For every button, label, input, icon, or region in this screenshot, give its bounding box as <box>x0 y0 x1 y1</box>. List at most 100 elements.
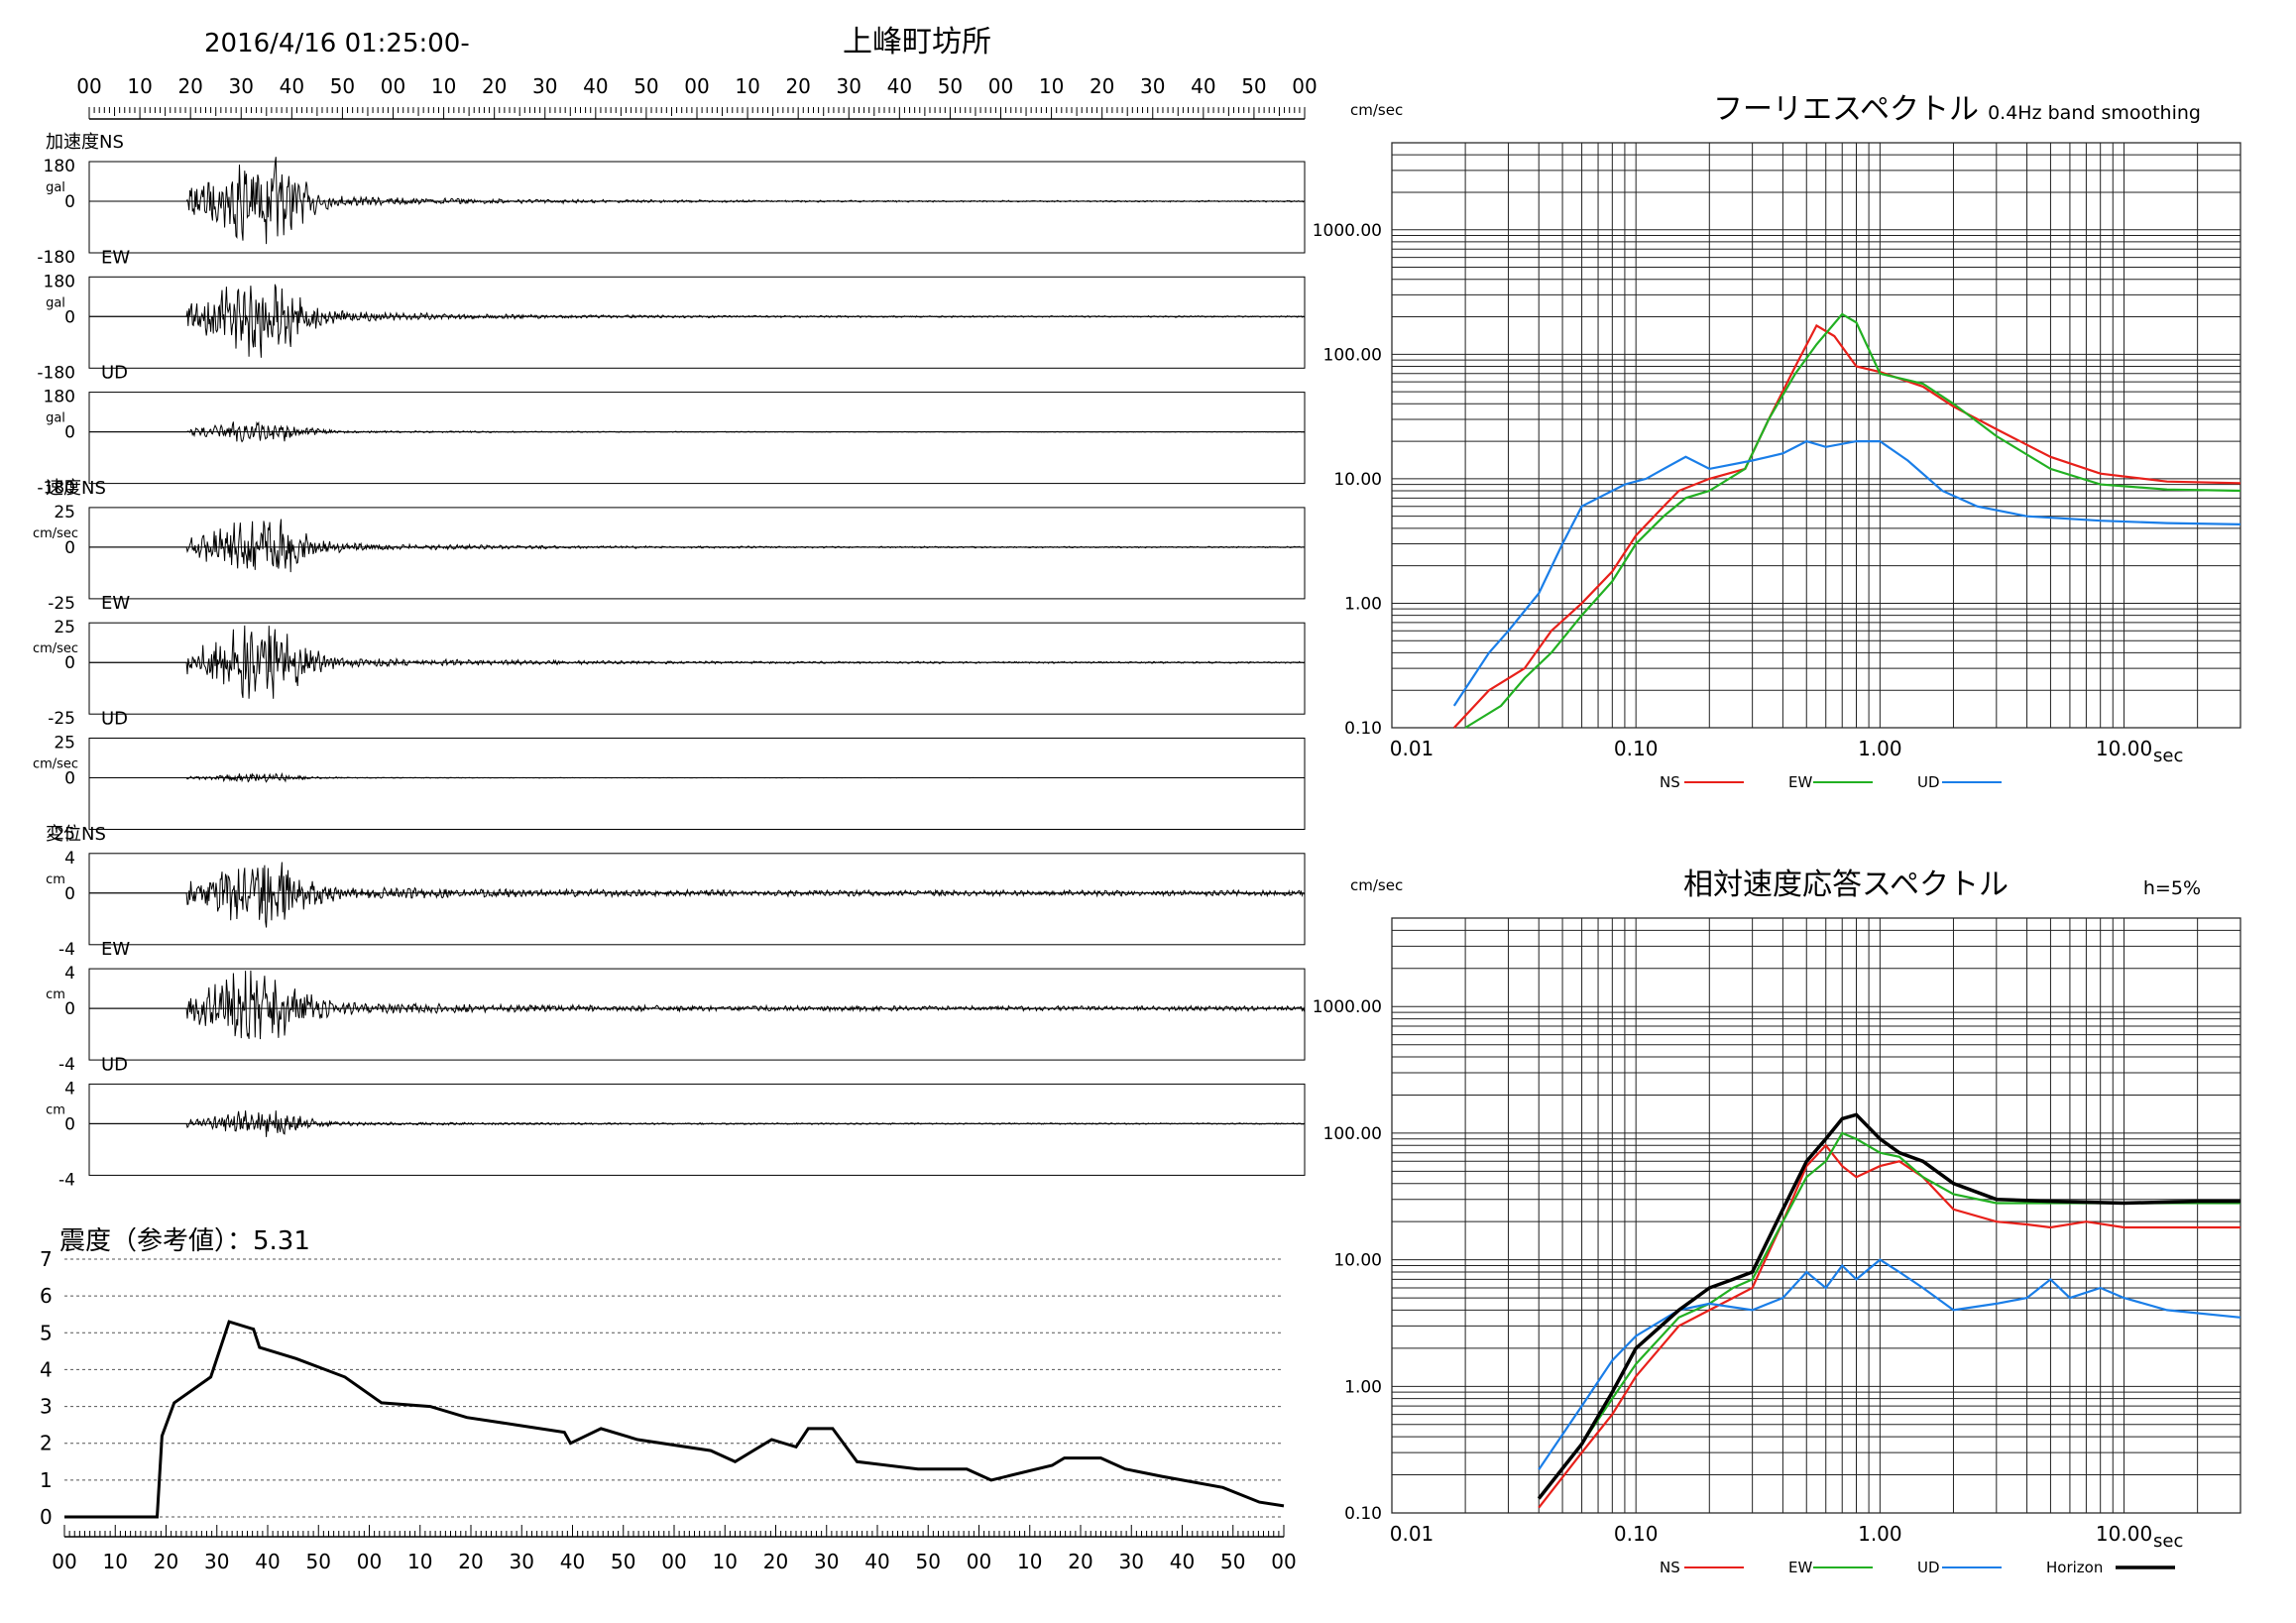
waveform-ymax: 4 <box>64 964 75 984</box>
spectrum-xtick: 10.00 <box>2096 737 2152 760</box>
waveform-ymax: 180 <box>44 157 75 176</box>
waveform-trace <box>89 862 1306 928</box>
waveform-group: 加速度 <box>46 132 99 153</box>
legend-label: EW <box>1788 773 1812 791</box>
intensity-ytick: 1 <box>40 1468 53 1492</box>
time-tick-label: 20 <box>482 74 507 98</box>
intensity-xtick: 50 <box>916 1550 941 1573</box>
spectrum-series-ud <box>1452 439 2241 707</box>
intensity-ytick: 6 <box>40 1284 53 1308</box>
fourier-spectrum-chart: フーリエスペクトル 0.4Hz band smoothing cm/sec sec 0.… <box>1313 92 2241 791</box>
waveform-frame <box>88 392 1306 485</box>
spectrum-subtitle: h=5% <box>2143 877 2201 899</box>
time-tick-label: 00 <box>76 74 101 98</box>
intensity-xtick: 40 <box>864 1550 889 1573</box>
intensity-xtick: 50 <box>1220 1550 1245 1573</box>
velocity-response-spectrum-chart: 相対速度応答スペクトル h=5% cm/sec sec 0.01 0.10 1.00 10.0… <box>1313 868 2241 1576</box>
intensity-xtick: 10 <box>713 1550 738 1573</box>
spectrum-title: フーリエスペクトル <box>1713 92 1979 127</box>
waveform-ymin: -25 <box>48 594 75 614</box>
waveform-panel-7: EW 4 0 -4 cm <box>46 939 1306 1075</box>
intensity-xtick: 30 <box>204 1550 229 1573</box>
intensity-ytick: 7 <box>40 1247 53 1271</box>
waveform-zero: 0 <box>64 999 75 1019</box>
time-tick-label: 10 <box>127 74 152 98</box>
intensity-xtick: 50 <box>306 1550 331 1573</box>
waveform-component: NS <box>81 824 106 845</box>
spectrum-subtitle: 0.4Hz band smoothing <box>1988 102 2201 124</box>
waveform-ymax: 4 <box>64 849 75 869</box>
waveform-zero: 0 <box>64 192 75 212</box>
intensity-xtick: 00 <box>1271 1550 1296 1573</box>
intensity-panel: 震度（参考値）：5.31 0 1 2 3 4 5 6 7 00 10 20 30 40 50 00 10 20 3… <box>40 1226 1297 1573</box>
waveform-component: NS <box>81 478 106 499</box>
header-datetime: 2016/4/16 01:25:00- <box>204 29 470 58</box>
time-tick-label: 50 <box>938 74 963 98</box>
spectrum-xtick: 0.10 <box>1614 1522 1659 1546</box>
intensity-ytick: 5 <box>40 1321 53 1344</box>
waveform-trace <box>89 970 1306 1040</box>
intensity-xtick: 20 <box>154 1550 178 1573</box>
waveform-unit: cm <box>46 987 65 1002</box>
waveform-trace <box>89 420 1306 443</box>
waveform-panel-8: UD 4 0 -4 cm <box>46 1054 1306 1190</box>
time-tick-label: 10 <box>735 74 759 98</box>
time-tick-label: 50 <box>330 74 355 98</box>
legend-label: UD <box>1917 773 1940 791</box>
spectrum-ytick: 100.00 <box>1323 1124 1382 1144</box>
waveform-ymin: -25 <box>48 709 75 729</box>
waveform-ymin: -4 <box>58 940 75 960</box>
waveform-ymax: 180 <box>44 388 75 407</box>
spectrum-xtick: 0.01 <box>1390 1522 1435 1546</box>
spectrum-ytick: 0.10 <box>1344 719 1382 739</box>
waveform-ymax: 180 <box>44 272 75 291</box>
spectrum-series-ew <box>1538 1131 2240 1500</box>
waveform-unit: cm <box>46 1102 65 1117</box>
time-tick-label: 20 <box>177 74 202 98</box>
legend-label: Horizon <box>2046 1559 2103 1576</box>
time-tick-label: 10 <box>1039 74 1064 98</box>
waveform-zero: 0 <box>64 307 75 327</box>
waveform-label: 変位NS <box>46 824 106 845</box>
time-tick-label: 50 <box>633 74 658 98</box>
waveform-ymax: 25 <box>54 618 75 638</box>
intensity-xtick: 20 <box>458 1550 483 1573</box>
time-tick-label: 00 <box>684 74 709 98</box>
time-tick-label: 30 <box>532 74 557 98</box>
intensity-xtick: 00 <box>661 1550 686 1573</box>
time-tick-label: 30 <box>837 74 861 98</box>
waveform-ymin: -25 <box>48 825 75 845</box>
waveform-unit: gal <box>46 295 65 310</box>
waveform-component: UD <box>101 1054 128 1075</box>
spectrum-series-ud <box>1538 1258 2241 1470</box>
waveform-component: EW <box>101 939 130 960</box>
spectrum-ytick: 10.00 <box>1333 1251 1382 1271</box>
waveform-unit: cm/sec <box>33 526 78 541</box>
waveform-zero: 0 <box>64 423 75 443</box>
intensity-ytick: 2 <box>40 1432 53 1455</box>
waveform-panel-2: UD 180 0 -180 gal <box>37 363 1306 499</box>
waveform-frame <box>88 622 1306 715</box>
waveform-frame <box>88 1083 1306 1176</box>
waveform-trace <box>89 1110 1306 1137</box>
header-station: 上峰町坊所 <box>843 25 991 59</box>
intensity-xtick: 00 <box>52 1550 76 1573</box>
waveform-frame <box>88 853 1306 946</box>
spectrum-ytick: 1.00 <box>1344 594 1382 614</box>
waveform-label: UD <box>101 363 128 384</box>
legend-label: NS <box>1660 1559 1680 1576</box>
waveform-label: 速度NS <box>46 478 106 499</box>
time-tick-label: 00 <box>988 74 1013 98</box>
waveform-ymin: -4 <box>58 1055 75 1075</box>
waveform-zero: 0 <box>64 1114 75 1134</box>
waveform-component: NS <box>99 132 124 153</box>
intensity-xtick: 30 <box>814 1550 839 1573</box>
waveform-panels: 加速度NS1800-180galEW1800-180galUD1800-180g… <box>33 132 1306 1190</box>
waveform-label: UD <box>101 1054 128 1075</box>
time-tick-label: 40 <box>280 74 304 98</box>
time-axis-top: 00 10 20 30 40 50 00 10 20 30 40 50 00 10 20 30 40 50 00 10… <box>76 74 1318 120</box>
waveform-group: 速度 <box>46 478 81 499</box>
waveform-panel-4: EW 25 0 -25 cm/sec <box>33 593 1306 729</box>
time-tick-label: 00 <box>381 74 405 98</box>
